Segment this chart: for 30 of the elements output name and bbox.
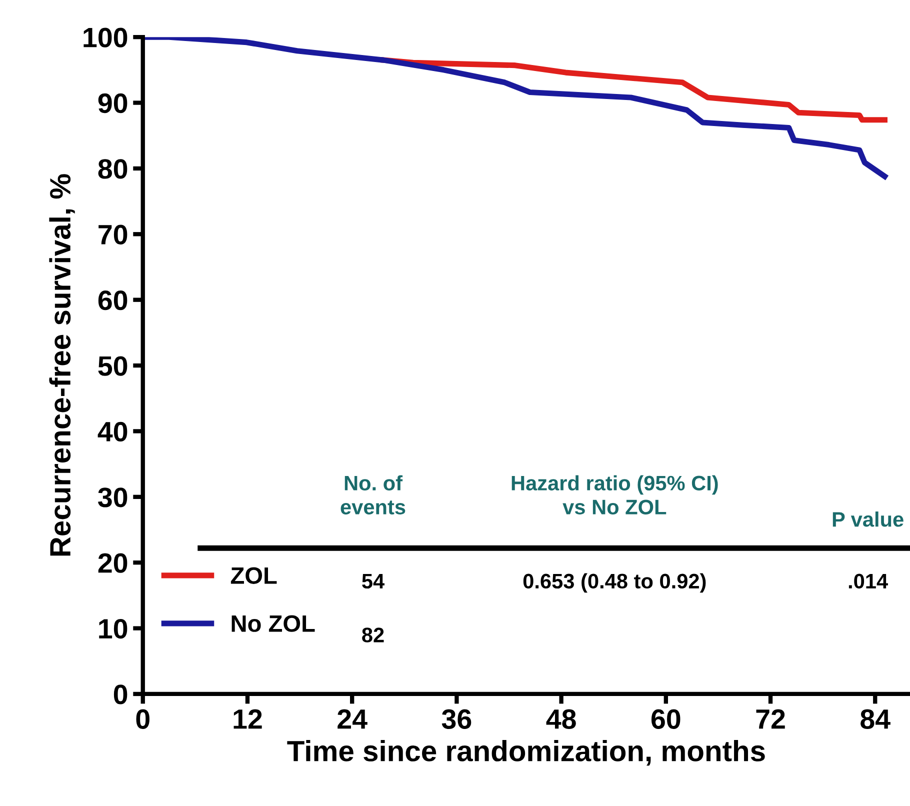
legend-label: ZOL [230,567,277,584]
y-axis-title: Recurrence-free survival, % [49,174,75,556]
y-tick-label: 30 [98,488,128,508]
x-tick-label: 48 [546,709,576,729]
x-tick-label: 24 [338,709,368,729]
x-tick-label: 12 [234,709,262,729]
y-tick-label: 80 [98,159,128,179]
annotation: .014 [848,574,888,589]
annotation: P value [832,511,904,527]
x-tick-label: 84 [860,709,890,729]
y-tick-label: 70 [98,224,128,244]
annotation: 0.653 (0.48 to 0.92) [523,573,706,593]
y-tick-label: 40 [98,422,128,442]
y-tick-label: 0 [114,684,128,704]
x-tick-label: 72 [756,709,785,729]
annotation: Hazard ratio (95% CI) vs No ZOL [512,475,718,514]
x-axis-title: Time since randomization, months [287,740,765,766]
annotation: 82 [362,628,384,642]
y-tick-label: 60 [98,290,128,310]
y-tick-label: 20 [98,553,128,573]
y-tick-label: 10 [99,618,128,639]
y-tick-label: 50 [98,356,128,376]
annotation: 54 [362,574,384,589]
annotation: No. of events [340,475,406,514]
x-tick-label: 0 [136,709,150,729]
y-tick-label: 90 [98,93,128,114]
x-tick-label: 60 [651,709,680,729]
legend-label: No ZOL [232,615,315,632]
x-tick-label: 36 [442,709,472,729]
y-tick-label: 100 [84,28,128,48]
